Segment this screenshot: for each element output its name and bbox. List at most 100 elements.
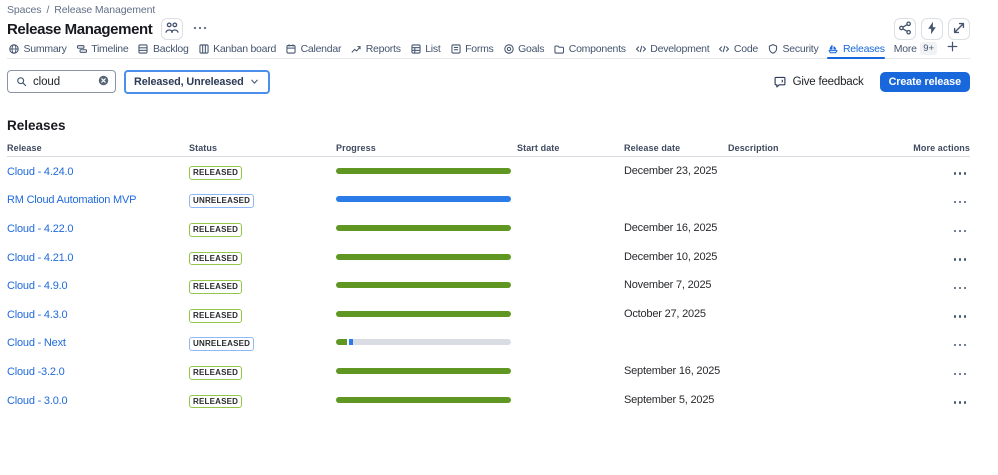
tab-forms[interactable]: Forms [450, 40, 494, 58]
column-header-release: Release [7, 142, 42, 153]
tab-kanban-board[interactable]: Kanban board [198, 40, 276, 58]
status-badge: RELEASED [189, 251, 243, 266]
dot [953, 343, 957, 347]
give-feedback-button[interactable]: Give feedback [773, 75, 864, 89]
page-header: Release Management [7, 18, 970, 40]
release-link[interactable]: Cloud - 4.22.0 [7, 222, 74, 235]
tab-summary[interactable]: Summary [8, 40, 67, 58]
tab-label: Goals [518, 42, 545, 55]
toolbar: Released, Unreleased Give feedback Creat… [7, 69, 970, 94]
table-header-row: Release Status Progress Start date Relea… [7, 140, 970, 157]
tab-reports[interactable]: Reports [350, 40, 401, 58]
expand-icon [951, 20, 967, 39]
automation-button[interactable] [921, 18, 943, 40]
tab-bar: Summary Timeline Backlog Kanban board Calend… [7, 40, 970, 59]
dot [953, 258, 957, 261]
release-link[interactable]: Cloud -3.2.0 [7, 365, 65, 378]
progress-bar[interactable] [336, 310, 511, 317]
progress-bar[interactable] [336, 224, 511, 231]
releases-heading: Releases [7, 117, 66, 133]
release-link[interactable]: Cloud - 4.9.0 [7, 280, 68, 293]
globe-icon [8, 43, 20, 55]
progress-bar[interactable] [336, 196, 511, 203]
fullscreen-button[interactable] [948, 18, 970, 40]
table-body: Cloud - 4.24.0 RELEASED December 23, 202… [7, 157, 970, 414]
row-more-actions-button[interactable] [953, 228, 966, 234]
release-link[interactable]: Cloud - Next [7, 337, 66, 350]
status-badge: UNRELEASED [189, 337, 255, 352]
row-more-actions-button[interactable] [953, 285, 966, 291]
table-row: Cloud - Next UNRELEASED [7, 328, 970, 357]
collaborators-button[interactable] [161, 18, 184, 40]
create-release-button[interactable]: Create release [879, 71, 970, 92]
progress-bar[interactable] [336, 282, 511, 289]
tab-more[interactable]: More 9+ [893, 40, 938, 58]
search-box [7, 70, 116, 93]
progress-segment-green [336, 167, 511, 174]
progress-bar[interactable] [336, 253, 511, 260]
list-icon [410, 43, 422, 55]
progress-segment-track [352, 339, 511, 346]
breadcrumb-spaces-link[interactable]: Spaces [7, 4, 42, 16]
table-row: RM Cloud Automation MVP UNRELEASED [7, 185, 970, 214]
search-input[interactable] [33, 75, 92, 88]
reports-icon [350, 43, 362, 55]
backlog-icon [137, 43, 149, 55]
tab-goals[interactable]: Goals [503, 40, 545, 58]
release-link[interactable]: Cloud - 4.3.0 [7, 308, 68, 321]
progress-segment-green [336, 224, 511, 231]
release-link[interactable]: Cloud - 3.0.0 [7, 394, 68, 407]
tab-label: Security [782, 42, 819, 55]
progress-bar[interactable] [336, 339, 511, 346]
dot [963, 372, 966, 375]
breadcrumb: Spaces / Release Management [7, 4, 970, 16]
page-more-actions-button[interactable] [192, 20, 208, 39]
row-more-actions-button[interactable] [953, 199, 966, 205]
dot [958, 286, 962, 290]
row-more-actions-button[interactable] [953, 371, 966, 377]
progress-bar[interactable] [336, 396, 511, 403]
dot [958, 229, 962, 232]
goals-icon [503, 43, 515, 55]
tab-releases[interactable]: Releases [827, 40, 886, 58]
add-tab-button[interactable] [946, 40, 959, 58]
progress-bar[interactable] [336, 167, 511, 174]
row-more-actions-button[interactable] [953, 256, 966, 262]
release-date-cell: October 27, 2025 [624, 307, 706, 320]
tab-list[interactable]: List [410, 40, 441, 58]
table-row: Cloud - 4.24.0 RELEASED December 23, 202… [7, 157, 970, 186]
progress-segment-gap [347, 339, 349, 346]
release-date-cell: December 16, 2025 [624, 221, 718, 234]
tab-backlog[interactable]: Backlog [137, 40, 189, 58]
row-more-actions-button[interactable] [953, 399, 966, 405]
search-icon [15, 75, 28, 88]
status-badge: RELEASED [189, 222, 243, 237]
status-filter-dropdown[interactable]: Released, Unreleased [124, 69, 270, 94]
dot [958, 172, 962, 175]
tab-development[interactable]: Development [635, 40, 710, 58]
dot [963, 229, 966, 232]
progress-bar[interactable] [336, 367, 511, 374]
toolbar-right: Give feedback Create release [773, 71, 970, 92]
dot [953, 286, 957, 290]
share-button[interactable] [894, 18, 916, 40]
tab-calendar[interactable]: Calendar [285, 40, 341, 58]
clear-search-button[interactable] [97, 74, 110, 90]
share-icon [897, 20, 913, 39]
release-link[interactable]: Cloud - 4.24.0 [7, 165, 74, 178]
row-more-actions-button[interactable] [953, 313, 966, 319]
release-link[interactable]: Cloud - 4.21.0 [7, 251, 74, 264]
row-more-actions-button[interactable] [953, 170, 966, 176]
progress-segment-blue [348, 339, 353, 346]
tab-security[interactable]: Security [767, 40, 819, 58]
release-link[interactable]: RM Cloud Automation MVP [7, 194, 137, 207]
tab-code[interactable]: Code [718, 40, 758, 58]
tab-more-label: More [893, 42, 917, 55]
row-more-actions-button[interactable] [953, 342, 966, 348]
tab-timeline[interactable]: Timeline [76, 40, 129, 58]
release-date-cell: December 23, 2025 [624, 164, 718, 177]
breadcrumb-project-link[interactable]: Release Management [54, 4, 156, 16]
releases-table: Release Status Progress Start date Relea… [7, 140, 970, 414]
tab-components[interactable]: Components [553, 40, 626, 58]
status-badge: RELEASED [189, 394, 243, 409]
